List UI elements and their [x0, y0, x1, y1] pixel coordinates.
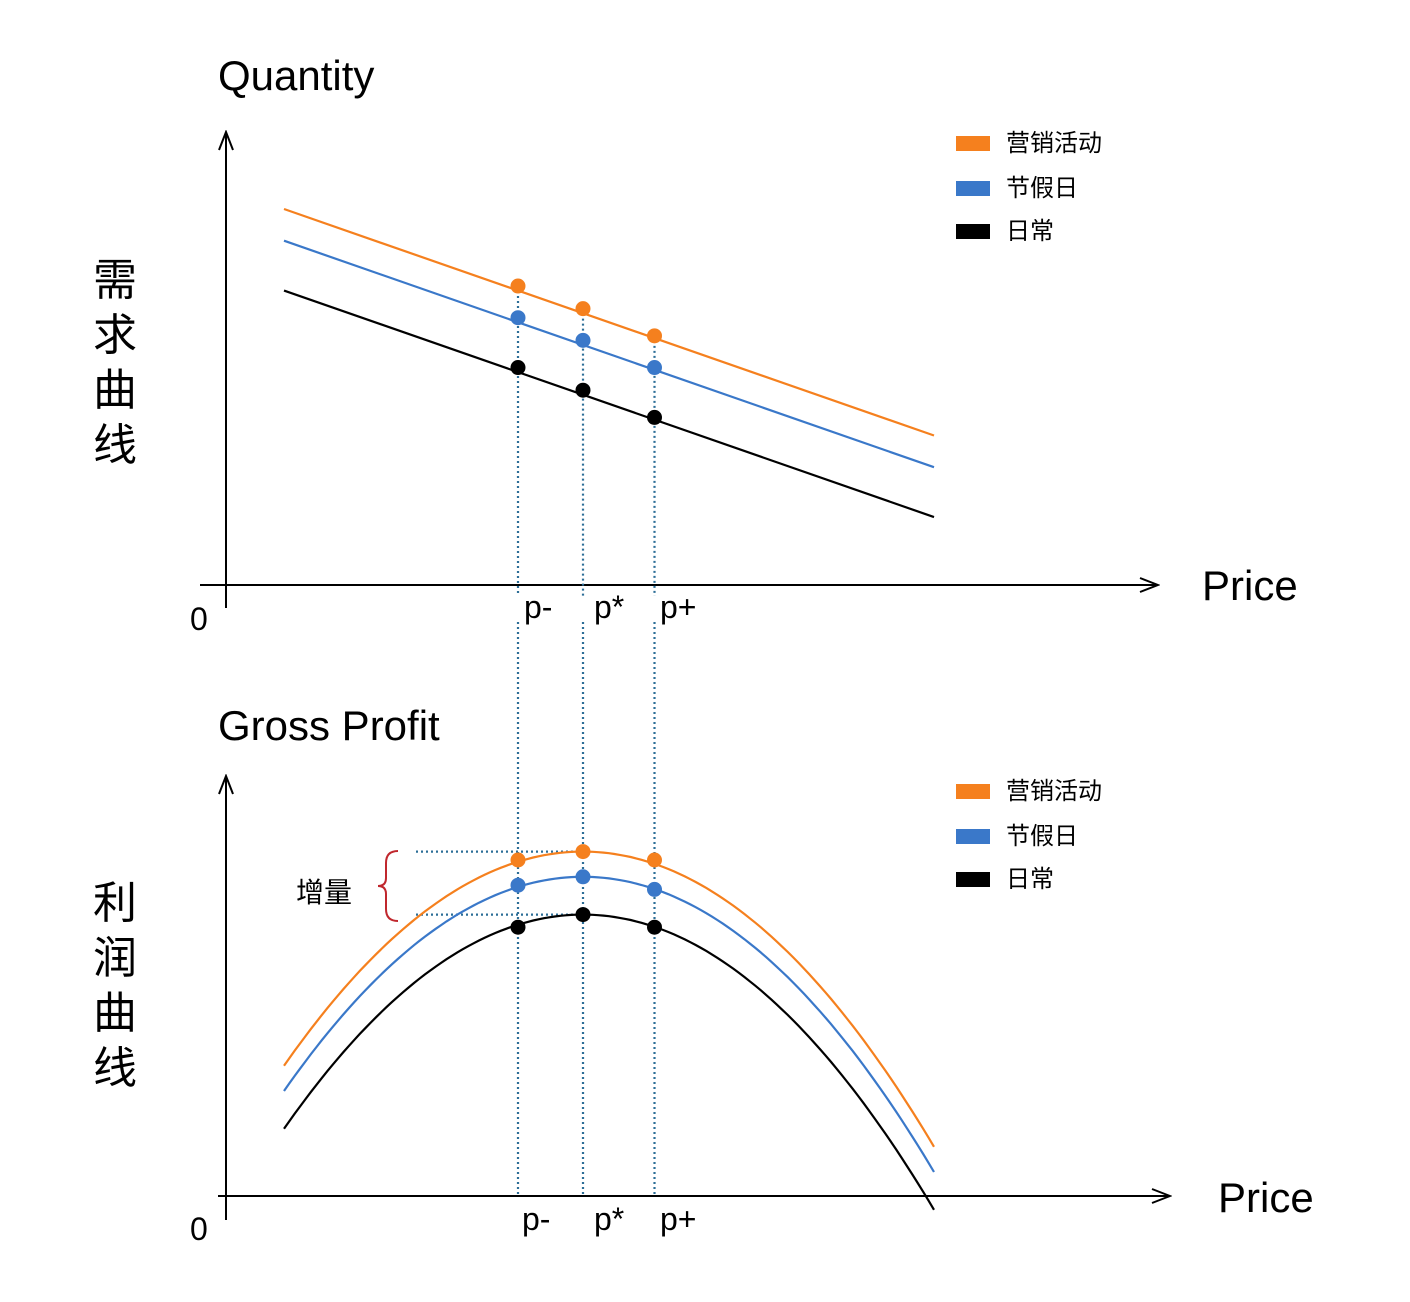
profit-legend-swatch-holiday	[956, 829, 990, 844]
demand-point-daily-1	[510, 360, 526, 376]
profit-side-char-2: 润	[93, 933, 137, 984]
profit-y-axis-title: Gross Profit	[218, 702, 440, 749]
profit-legend: 营销活动 节假日 日常	[956, 777, 1102, 893]
profit-side-char-3: 曲	[93, 988, 137, 1039]
profit-legend-label-promo: 营销活动	[1006, 777, 1102, 805]
profit-origin-label: 0	[190, 1211, 208, 1247]
profit-side-label: 利 润 曲 线	[93, 878, 137, 1094]
demand-chart: Quantity Price 0 需 求 曲 线 p- p* p+ 营销活动 节…	[93, 52, 1298, 637]
profit-tick-p-minus: p-	[522, 1201, 550, 1237]
demand-legend-swatch-holiday	[956, 181, 990, 196]
profit-point-promo-2	[575, 844, 591, 860]
demand-side-label: 需 求 曲 线	[93, 255, 137, 471]
demand-side-char-3: 曲	[93, 365, 137, 416]
profit-point-promo-1	[510, 852, 526, 868]
demand-legend-label-holiday: 节假日	[1006, 174, 1078, 202]
profit-series-lines	[283, 850, 935, 1211]
profit-legend-swatch-promo	[956, 784, 990, 799]
demand-tick-p-star: p*	[594, 589, 624, 625]
profit-x-axis-title: Price	[1218, 1174, 1314, 1221]
profit-side-char-4: 线	[93, 1043, 137, 1094]
profit-curve-holiday	[283, 875, 935, 1173]
profit-curve-promo	[283, 850, 935, 1148]
profit-series-markers	[510, 844, 662, 935]
profit-legend-swatch-daily	[956, 872, 990, 887]
profit-side-char-1: 利	[93, 878, 137, 929]
profit-tick-p-star: p*	[594, 1201, 624, 1237]
demand-point-holiday-3	[647, 360, 662, 376]
demand-series-lines	[283, 207, 935, 519]
demand-point-daily-2	[575, 382, 591, 398]
profit-point-daily-3	[647, 919, 662, 935]
demand-side-char-1: 需	[93, 255, 137, 306]
demand-legend-label-daily: 日常	[1006, 217, 1054, 245]
profit-point-holiday-1	[510, 877, 526, 893]
demand-line-promo	[283, 207, 935, 437]
demand-side-char-4: 线	[93, 420, 137, 471]
profit-point-daily-1	[510, 919, 526, 935]
demand-line-holiday	[283, 239, 935, 469]
demand-point-holiday-1	[510, 310, 526, 326]
profit-point-holiday-3	[647, 881, 662, 897]
demand-point-holiday-2	[575, 332, 591, 348]
demand-point-promo-1	[510, 278, 526, 294]
demand-line-daily	[283, 289, 935, 519]
profit-legend-label-holiday: 节假日	[1006, 822, 1078, 850]
profit-chart: Gross Profit Price 0 利 润 曲 线 增量 p- p* p+…	[93, 622, 1314, 1247]
increment-label: 增量	[296, 876, 352, 909]
demand-point-promo-3	[647, 328, 662, 344]
profit-point-promo-3	[647, 852, 662, 868]
demand-point-daily-3	[647, 409, 662, 425]
demand-point-promo-2	[575, 301, 591, 317]
profit-tick-p-plus: p+	[660, 1201, 696, 1237]
demand-legend-label-promo: 营销活动	[1006, 129, 1102, 157]
demand-legend: 营销活动 节假日 日常	[956, 129, 1102, 245]
demand-side-char-2: 求	[93, 310, 137, 361]
profit-point-daily-2	[575, 907, 591, 923]
demand-legend-swatch-daily	[956, 224, 990, 239]
demand-x-axis-title: Price	[1202, 562, 1298, 609]
profit-legend-label-daily: 日常	[1006, 865, 1054, 893]
demand-legend-swatch-promo	[956, 136, 990, 151]
demand-tick-p-minus: p-	[524, 589, 552, 625]
profit-curve-daily	[283, 913, 935, 1211]
demand-series-markers	[510, 278, 662, 425]
demand-y-axis-title: Quantity	[218, 52, 374, 99]
demand-tick-p-plus: p+	[660, 589, 696, 625]
profit-guide-lines	[416, 622, 656, 1196]
demand-guide-lines	[516, 286, 656, 596]
increment-brace	[377, 850, 399, 922]
profit-point-holiday-2	[575, 869, 591, 885]
demand-origin-label: 0	[190, 601, 208, 637]
